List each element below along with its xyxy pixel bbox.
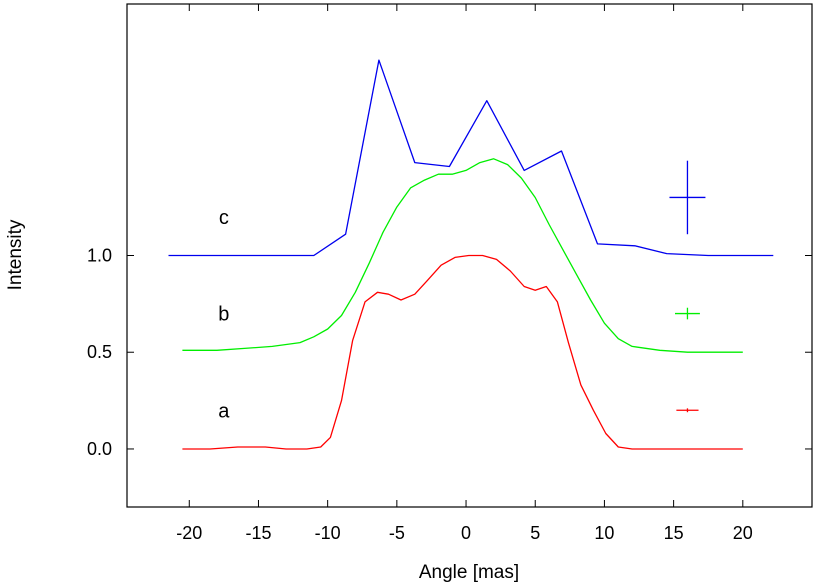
y-axis-label: Intensity <box>5 219 26 290</box>
x-tick-label: -20 <box>176 523 202 543</box>
series-line-b <box>182 158 743 353</box>
y-tick-label: 1.0 <box>87 246 112 266</box>
x-tick-label: 20 <box>733 523 753 543</box>
series-line-a <box>182 254 743 450</box>
x-tick-label: 15 <box>664 523 684 543</box>
y-tick-label: 0.0 <box>87 439 112 459</box>
x-tick-label: 10 <box>594 523 614 543</box>
y-axis-ticks: 0.0 0.5 1.0 <box>87 246 812 459</box>
series-label-c: c <box>219 207 229 229</box>
x-tick-label: 5 <box>530 523 540 543</box>
x-axis-ticks: -20 -15 -10 -5 0 5 10 15 20 <box>176 4 753 543</box>
x-axis-label: Angle [mas] <box>419 562 519 583</box>
series-layer: a b c <box>168 59 774 450</box>
y-tick-label: 0.5 <box>87 342 112 362</box>
series-line-c <box>168 59 774 257</box>
x-tick-label: -15 <box>245 523 271 543</box>
x-tick-label: -10 <box>315 523 341 543</box>
x-tick-label: 0 <box>461 523 471 543</box>
x-tick-label: -5 <box>389 523 405 543</box>
series-label-b: b <box>218 304 229 326</box>
series-label-a: a <box>218 400 230 422</box>
